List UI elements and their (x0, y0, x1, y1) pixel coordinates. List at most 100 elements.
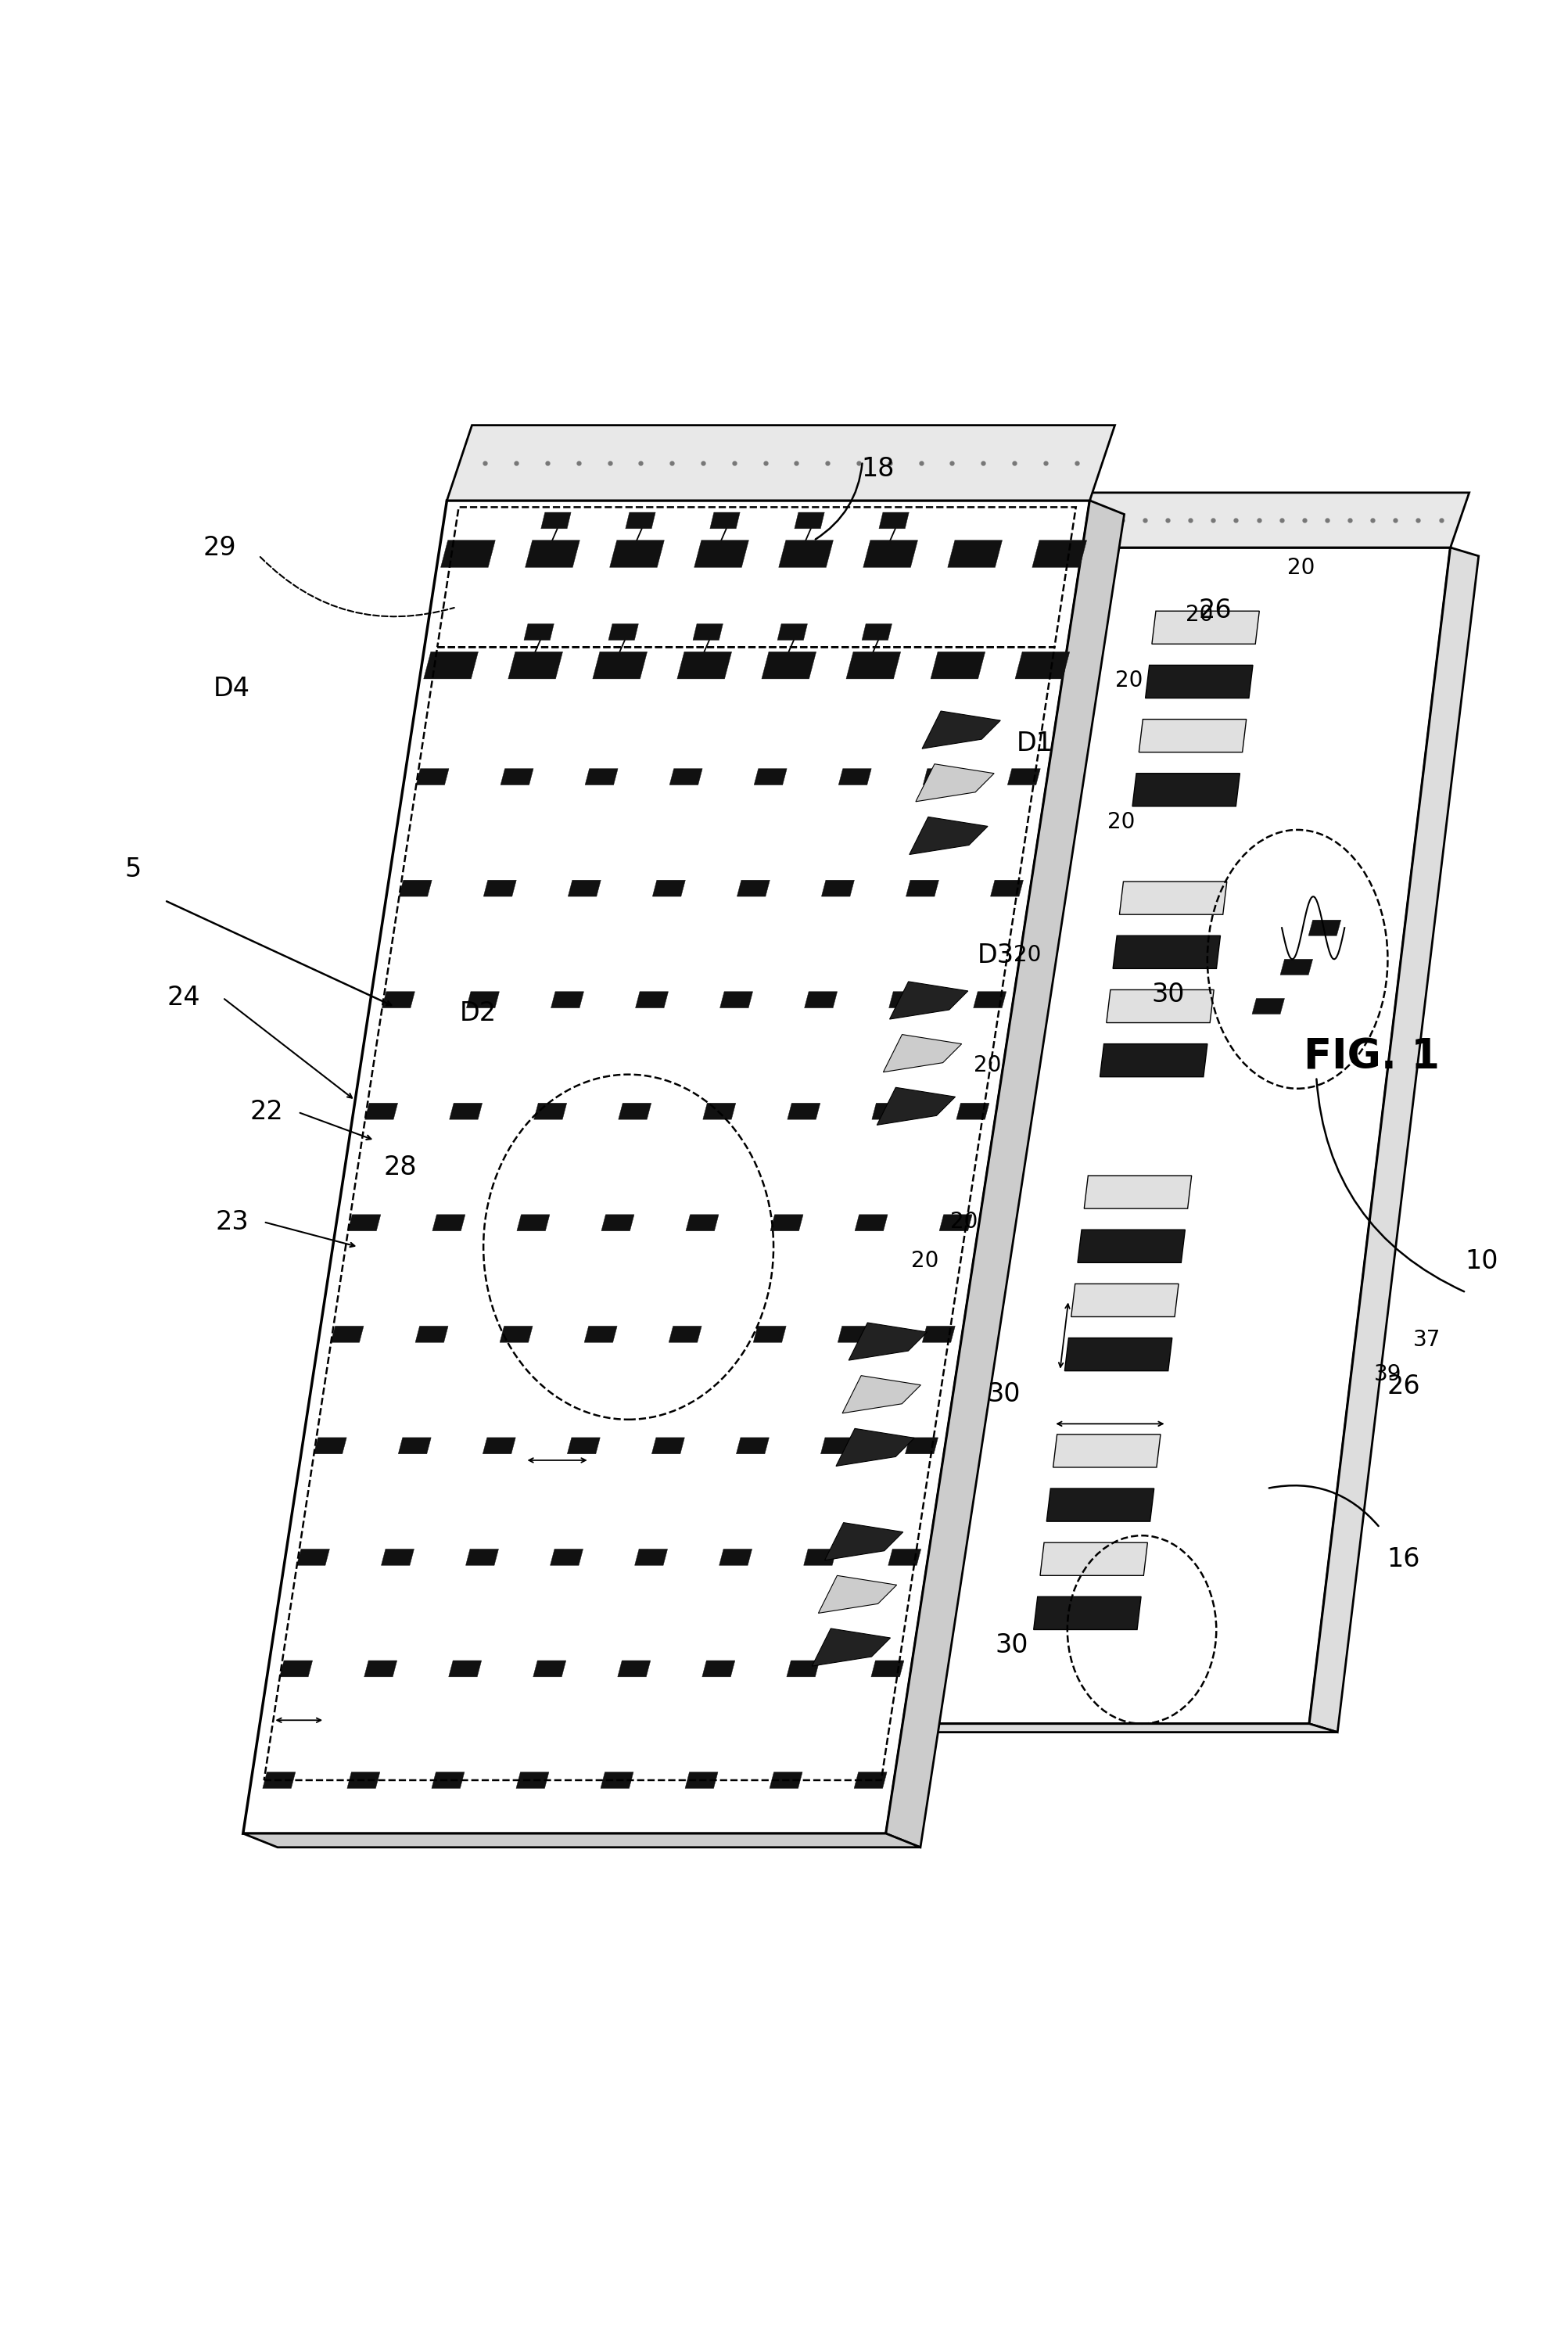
Polygon shape (889, 992, 922, 1008)
Polygon shape (880, 513, 909, 527)
Polygon shape (872, 1104, 905, 1120)
Polygon shape (626, 513, 655, 527)
Polygon shape (753, 1326, 786, 1342)
Polygon shape (314, 1438, 347, 1454)
Polygon shape (1046, 1489, 1154, 1522)
Polygon shape (585, 1326, 618, 1342)
Polygon shape (787, 1104, 820, 1120)
Polygon shape (243, 499, 1090, 1835)
Polygon shape (1083, 1176, 1192, 1209)
Polygon shape (618, 1104, 651, 1120)
Polygon shape (1308, 920, 1341, 936)
Polygon shape (839, 548, 1450, 1725)
Polygon shape (433, 1214, 466, 1230)
Text: 20: 20 (1287, 558, 1316, 579)
Polygon shape (1138, 719, 1247, 752)
Polygon shape (887, 1550, 920, 1566)
Text: 20: 20 (911, 1251, 939, 1272)
Text: 29: 29 (202, 534, 237, 560)
Text: D4: D4 (213, 677, 251, 703)
Polygon shape (702, 1659, 735, 1676)
Polygon shape (364, 1659, 397, 1676)
Polygon shape (416, 1326, 448, 1342)
Polygon shape (447, 425, 1115, 499)
Polygon shape (836, 1428, 914, 1466)
Polygon shape (685, 1214, 718, 1230)
Polygon shape (720, 1550, 753, 1566)
Polygon shape (670, 768, 702, 784)
Polygon shape (618, 1659, 651, 1676)
Polygon shape (568, 1438, 601, 1454)
Polygon shape (1132, 773, 1240, 805)
Polygon shape (922, 712, 1000, 749)
Polygon shape (842, 1375, 920, 1412)
Polygon shape (441, 539, 495, 567)
Polygon shape (787, 1659, 820, 1676)
Polygon shape (855, 1772, 887, 1788)
Polygon shape (862, 623, 892, 640)
Polygon shape (608, 623, 638, 640)
Polygon shape (1152, 612, 1259, 644)
Polygon shape (1279, 959, 1312, 976)
Polygon shape (939, 1214, 972, 1230)
Polygon shape (931, 651, 985, 679)
Polygon shape (533, 1659, 566, 1676)
Polygon shape (525, 539, 580, 567)
Polygon shape (585, 768, 618, 784)
Text: D3: D3 (977, 943, 1014, 969)
Polygon shape (541, 513, 571, 527)
Text: D2: D2 (459, 1001, 497, 1027)
Polygon shape (1032, 539, 1087, 567)
Text: 30: 30 (994, 1631, 1029, 1657)
Polygon shape (466, 992, 499, 1008)
Text: 28: 28 (383, 1153, 417, 1181)
Polygon shape (610, 539, 665, 567)
Polygon shape (754, 768, 787, 784)
Polygon shape (517, 1214, 550, 1230)
Polygon shape (877, 1088, 955, 1125)
Polygon shape (635, 992, 668, 1008)
Polygon shape (916, 763, 994, 801)
Polygon shape (1040, 1543, 1148, 1575)
Polygon shape (383, 992, 416, 1008)
Text: 20: 20 (1013, 945, 1041, 966)
Polygon shape (818, 1575, 897, 1613)
Polygon shape (466, 1550, 499, 1566)
Polygon shape (720, 992, 753, 1008)
Polygon shape (909, 817, 988, 854)
Polygon shape (693, 623, 723, 640)
Text: 20: 20 (950, 1211, 978, 1232)
Polygon shape (331, 1326, 364, 1342)
Polygon shape (685, 1772, 718, 1788)
Polygon shape (924, 768, 956, 784)
Text: 37: 37 (1413, 1328, 1441, 1351)
Polygon shape (398, 880, 431, 896)
Polygon shape (1120, 882, 1226, 915)
Text: 30: 30 (986, 1382, 1021, 1407)
Polygon shape (381, 1550, 414, 1566)
Polygon shape (883, 1034, 961, 1071)
Polygon shape (1033, 1596, 1142, 1629)
Polygon shape (947, 539, 1002, 567)
Text: 10: 10 (1465, 1249, 1499, 1274)
Polygon shape (508, 651, 563, 679)
Polygon shape (423, 651, 478, 679)
Polygon shape (348, 1214, 381, 1230)
Polygon shape (1145, 665, 1253, 698)
Polygon shape (263, 1772, 295, 1788)
Polygon shape (710, 513, 740, 527)
Polygon shape (431, 1772, 464, 1788)
Polygon shape (1008, 768, 1040, 784)
Polygon shape (812, 1629, 891, 1666)
Polygon shape (635, 1550, 668, 1566)
Text: 20: 20 (974, 1055, 1002, 1076)
Polygon shape (398, 1438, 431, 1454)
Polygon shape (568, 880, 601, 896)
Polygon shape (822, 880, 855, 896)
Polygon shape (737, 880, 770, 896)
Polygon shape (1054, 1435, 1160, 1468)
Polygon shape (550, 992, 583, 1008)
Polygon shape (980, 492, 1469, 548)
Text: 26: 26 (1386, 1375, 1421, 1400)
Polygon shape (601, 1772, 633, 1788)
